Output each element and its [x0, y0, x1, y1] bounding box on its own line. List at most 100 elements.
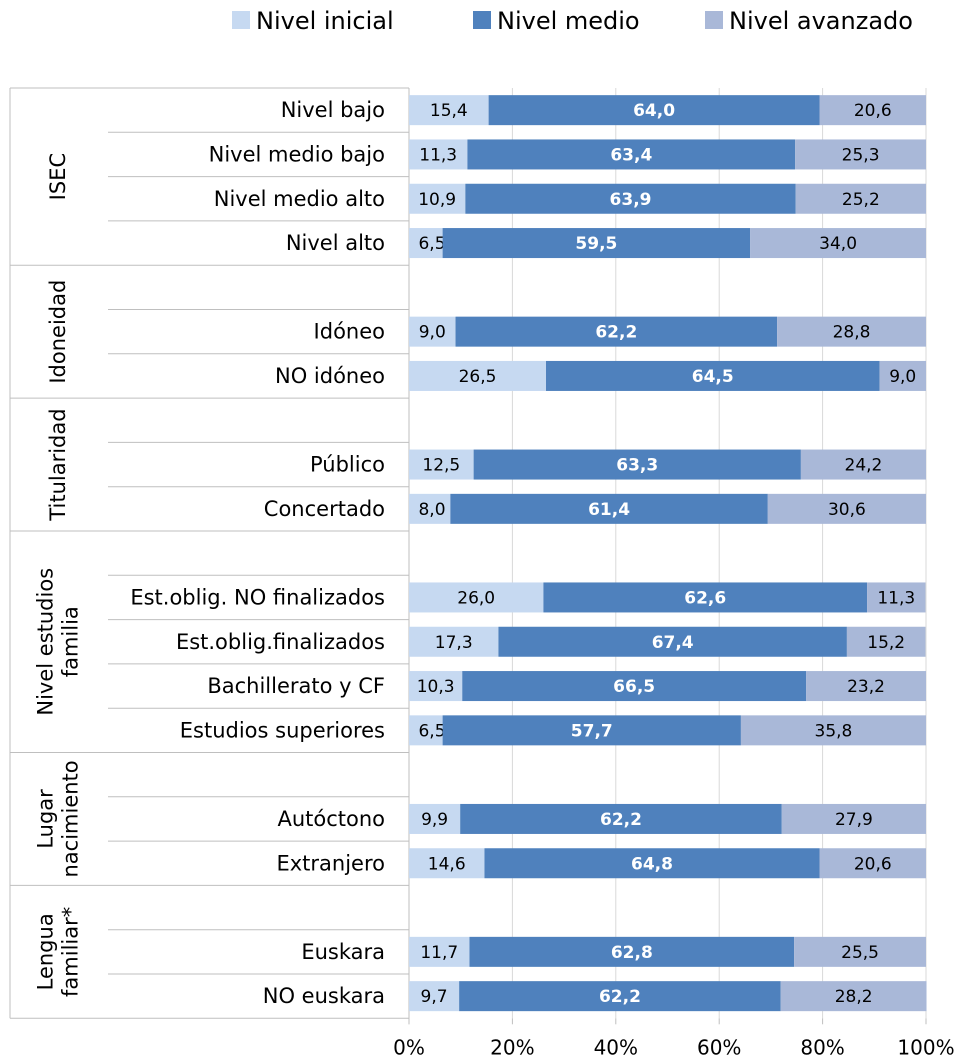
group-labels: ISEC Idoneidad Titularidad Nivel estudiosfa…	[34, 153, 83, 997]
x-tick-label-80: 80%	[800, 1035, 844, 1059]
value-label-nivel-medio-alto-nivel-medio: 63,9	[610, 190, 652, 210]
category-label-bachillerato-y-cf: Bachillerato y CF	[207, 674, 385, 698]
category-label-est-oblig-no-finalizados: Est.oblig. NO finalizados	[130, 585, 385, 609]
group-label-lengua-familiar: Lenguafamiliar*	[34, 907, 83, 997]
value-label-euskara-nivel-inicial: 11,7	[420, 943, 458, 963]
category-label-nivel-medio-alto: Nivel medio alto	[214, 187, 385, 211]
value-label-euskara-nivel-avanzado: 25,5	[841, 943, 879, 963]
value-label-autoctono-nivel-medio: 62,2	[600, 810, 642, 830]
x-tick-label-20: 20%	[490, 1035, 534, 1059]
value-label-bachillerato-y-cf-nivel-avanzado: 23,2	[847, 677, 885, 697]
value-label-nivel-medio-bajo-nivel-inicial: 11,3	[419, 145, 457, 165]
bar-nivel-medio-bajo-nivel-medio	[467, 139, 796, 170]
legend-label-nivel-inicial: Nivel inicial	[256, 7, 394, 35]
value-label-autoctono-nivel-avanzado: 27,9	[835, 810, 873, 830]
category-label-nivel-bajo: Nivel bajo	[281, 98, 385, 122]
bar-est-oblig-no-finalizados-nivel-inicial	[409, 582, 544, 613]
bar-nivel-bajo-nivel-medio	[488, 95, 820, 126]
bar-nivel-alto-nivel-inicial	[409, 228, 443, 259]
chart-bars: 15,4 64,0 20,6 11,3 63,4 25,3 10,9 63,9 25,2 6,5 5…	[409, 95, 927, 1012]
bar-bachillerato-y-cf-nivel-avanzado	[806, 671, 926, 702]
x-axis: 0% 20% 40% 60% 80% 100%	[393, 1018, 955, 1059]
value-label-no-idoneo-nivel-inicial: 26,5	[459, 367, 497, 387]
category-label-extranjero: Extranjero	[276, 851, 385, 875]
value-label-concertado-nivel-avanzado: 30,6	[828, 500, 866, 520]
bar-no-euskara-nivel-inicial	[409, 981, 460, 1012]
bar-no-idoneo-nivel-inicial	[409, 360, 547, 391]
bar-euskara-nivel-avanzado	[794, 936, 926, 967]
legend-label-nivel-medio: Nivel medio	[497, 7, 640, 35]
value-label-concertado-nivel-medio: 61,4	[588, 500, 630, 520]
value-label-nivel-bajo-nivel-avanzado: 20,6	[854, 101, 892, 121]
value-label-publico-nivel-inicial: 12,5	[422, 456, 460, 476]
value-label-nivel-bajo-nivel-inicial: 15,4	[430, 101, 468, 121]
value-label-autoctono-nivel-inicial: 9,9	[421, 810, 448, 830]
x-tick-label-60: 60%	[697, 1035, 741, 1059]
chart-gridlines	[511, 88, 927, 1019]
bar-est-oblig-finalizados-nivel-medio	[498, 626, 847, 657]
category-label-concertado: Concertado	[264, 497, 385, 521]
bar-nivel-medio-bajo-nivel-inicial	[409, 139, 468, 170]
bar-nivel-alto-nivel-medio	[442, 228, 751, 259]
bar-estudios-superiores-nivel-avanzado	[740, 715, 926, 746]
legend-swatch-nivel-avanzado	[705, 11, 723, 29]
bar-concertado-nivel-medio	[450, 493, 768, 524]
value-label-extranjero-nivel-inicial: 14,6	[428, 854, 466, 874]
value-label-estudios-superiores-nivel-inicial: 6,5	[418, 721, 445, 741]
value-label-no-idoneo-nivel-avanzado: 9,0	[889, 367, 916, 387]
bar-publico-nivel-avanzado	[800, 449, 926, 480]
value-label-nivel-medio-bajo-nivel-medio: 63,4	[610, 145, 652, 165]
bar-autoctono-nivel-avanzado	[781, 803, 926, 834]
bar-nivel-medio-alto-nivel-inicial	[409, 183, 466, 214]
bar-est-oblig-no-finalizados-nivel-medio	[543, 582, 868, 613]
bar-extranjero-nivel-avanzado	[819, 848, 926, 879]
value-label-bachillerato-y-cf-nivel-inicial: 10,3	[417, 677, 455, 697]
bar-euskara-nivel-inicial	[409, 936, 470, 967]
category-label-estudios-superiores: Estudios superiores	[180, 718, 385, 742]
bar-nivel-medio-bajo-nivel-avanzado	[795, 139, 926, 170]
category-label-no-euskara: NO euskara	[263, 984, 385, 1008]
bar-bachillerato-y-cf-nivel-medio	[462, 671, 807, 702]
bar-estudios-superiores-nivel-medio	[442, 715, 741, 746]
value-label-idoneo-nivel-avanzado: 28,8	[833, 323, 871, 343]
bar-estudios-superiores-nivel-inicial	[409, 715, 443, 746]
x-tick-label-40: 40%	[594, 1035, 638, 1059]
value-label-est-oblig-finalizados-nivel-avanzado: 15,2	[867, 633, 905, 653]
value-label-euskara-nivel-medio: 62,8	[611, 943, 653, 963]
group-label-isec: ISEC	[46, 153, 70, 200]
value-label-no-euskara-nivel-inicial: 9,7	[421, 987, 448, 1007]
group-label-nivel-estudios-familia: Nivel estudiosfamilia	[34, 568, 83, 716]
category-label-no-idoneo: NO idóneo	[275, 364, 385, 388]
legend-swatch-nivel-medio	[473, 11, 491, 29]
category-label-est-oblig-finalizados: Est.oblig.finalizados	[176, 630, 385, 654]
bar-autoctono-nivel-medio	[460, 803, 782, 834]
bar-idoneo-nivel-medio	[455, 316, 778, 347]
group-label-idoneidad: Idoneidad	[46, 280, 70, 384]
value-label-idoneo-nivel-medio: 62,2	[595, 323, 637, 343]
value-label-no-euskara-nivel-avanzado: 28,2	[835, 987, 873, 1007]
bar-extranjero-nivel-medio	[484, 848, 820, 879]
value-label-publico-nivel-avanzado: 24,2	[845, 456, 883, 476]
value-label-nivel-medio-alto-nivel-avanzado: 25,2	[842, 190, 880, 210]
bar-idoneo-nivel-inicial	[409, 316, 456, 347]
bar-bachillerato-y-cf-nivel-inicial	[409, 671, 463, 702]
bar-no-idoneo-nivel-medio	[546, 360, 880, 391]
value-label-no-euskara-nivel-medio: 62,2	[599, 987, 641, 1007]
legend-swatch-nivel-inicial	[232, 11, 250, 29]
category-separators	[9, 87, 410, 1025]
bar-nivel-bajo-nivel-inicial	[409, 95, 489, 126]
value-label-est-oblig-no-finalizados-nivel-avanzado: 11,3	[877, 588, 915, 608]
x-tick-label-100: 100%	[897, 1035, 954, 1059]
bar-extranjero-nivel-inicial	[409, 848, 485, 879]
value-label-est-oblig-finalizados-nivel-inicial: 17,3	[435, 633, 473, 653]
bar-nivel-bajo-nivel-avanzado	[819, 95, 926, 126]
value-label-nivel-bajo-nivel-medio: 64,0	[633, 101, 675, 121]
value-label-nivel-medio-alto-nivel-inicial: 10,9	[418, 190, 456, 210]
value-label-extranjero-nivel-avanzado: 20,6	[854, 854, 892, 874]
bar-no-euskara-nivel-medio	[459, 981, 781, 1012]
bar-nivel-alto-nivel-avanzado	[750, 228, 926, 259]
value-label-estudios-superiores-nivel-avanzado: 35,8	[815, 721, 853, 741]
category-label-euskara: Euskara	[301, 940, 385, 964]
bar-autoctono-nivel-inicial	[409, 803, 461, 834]
